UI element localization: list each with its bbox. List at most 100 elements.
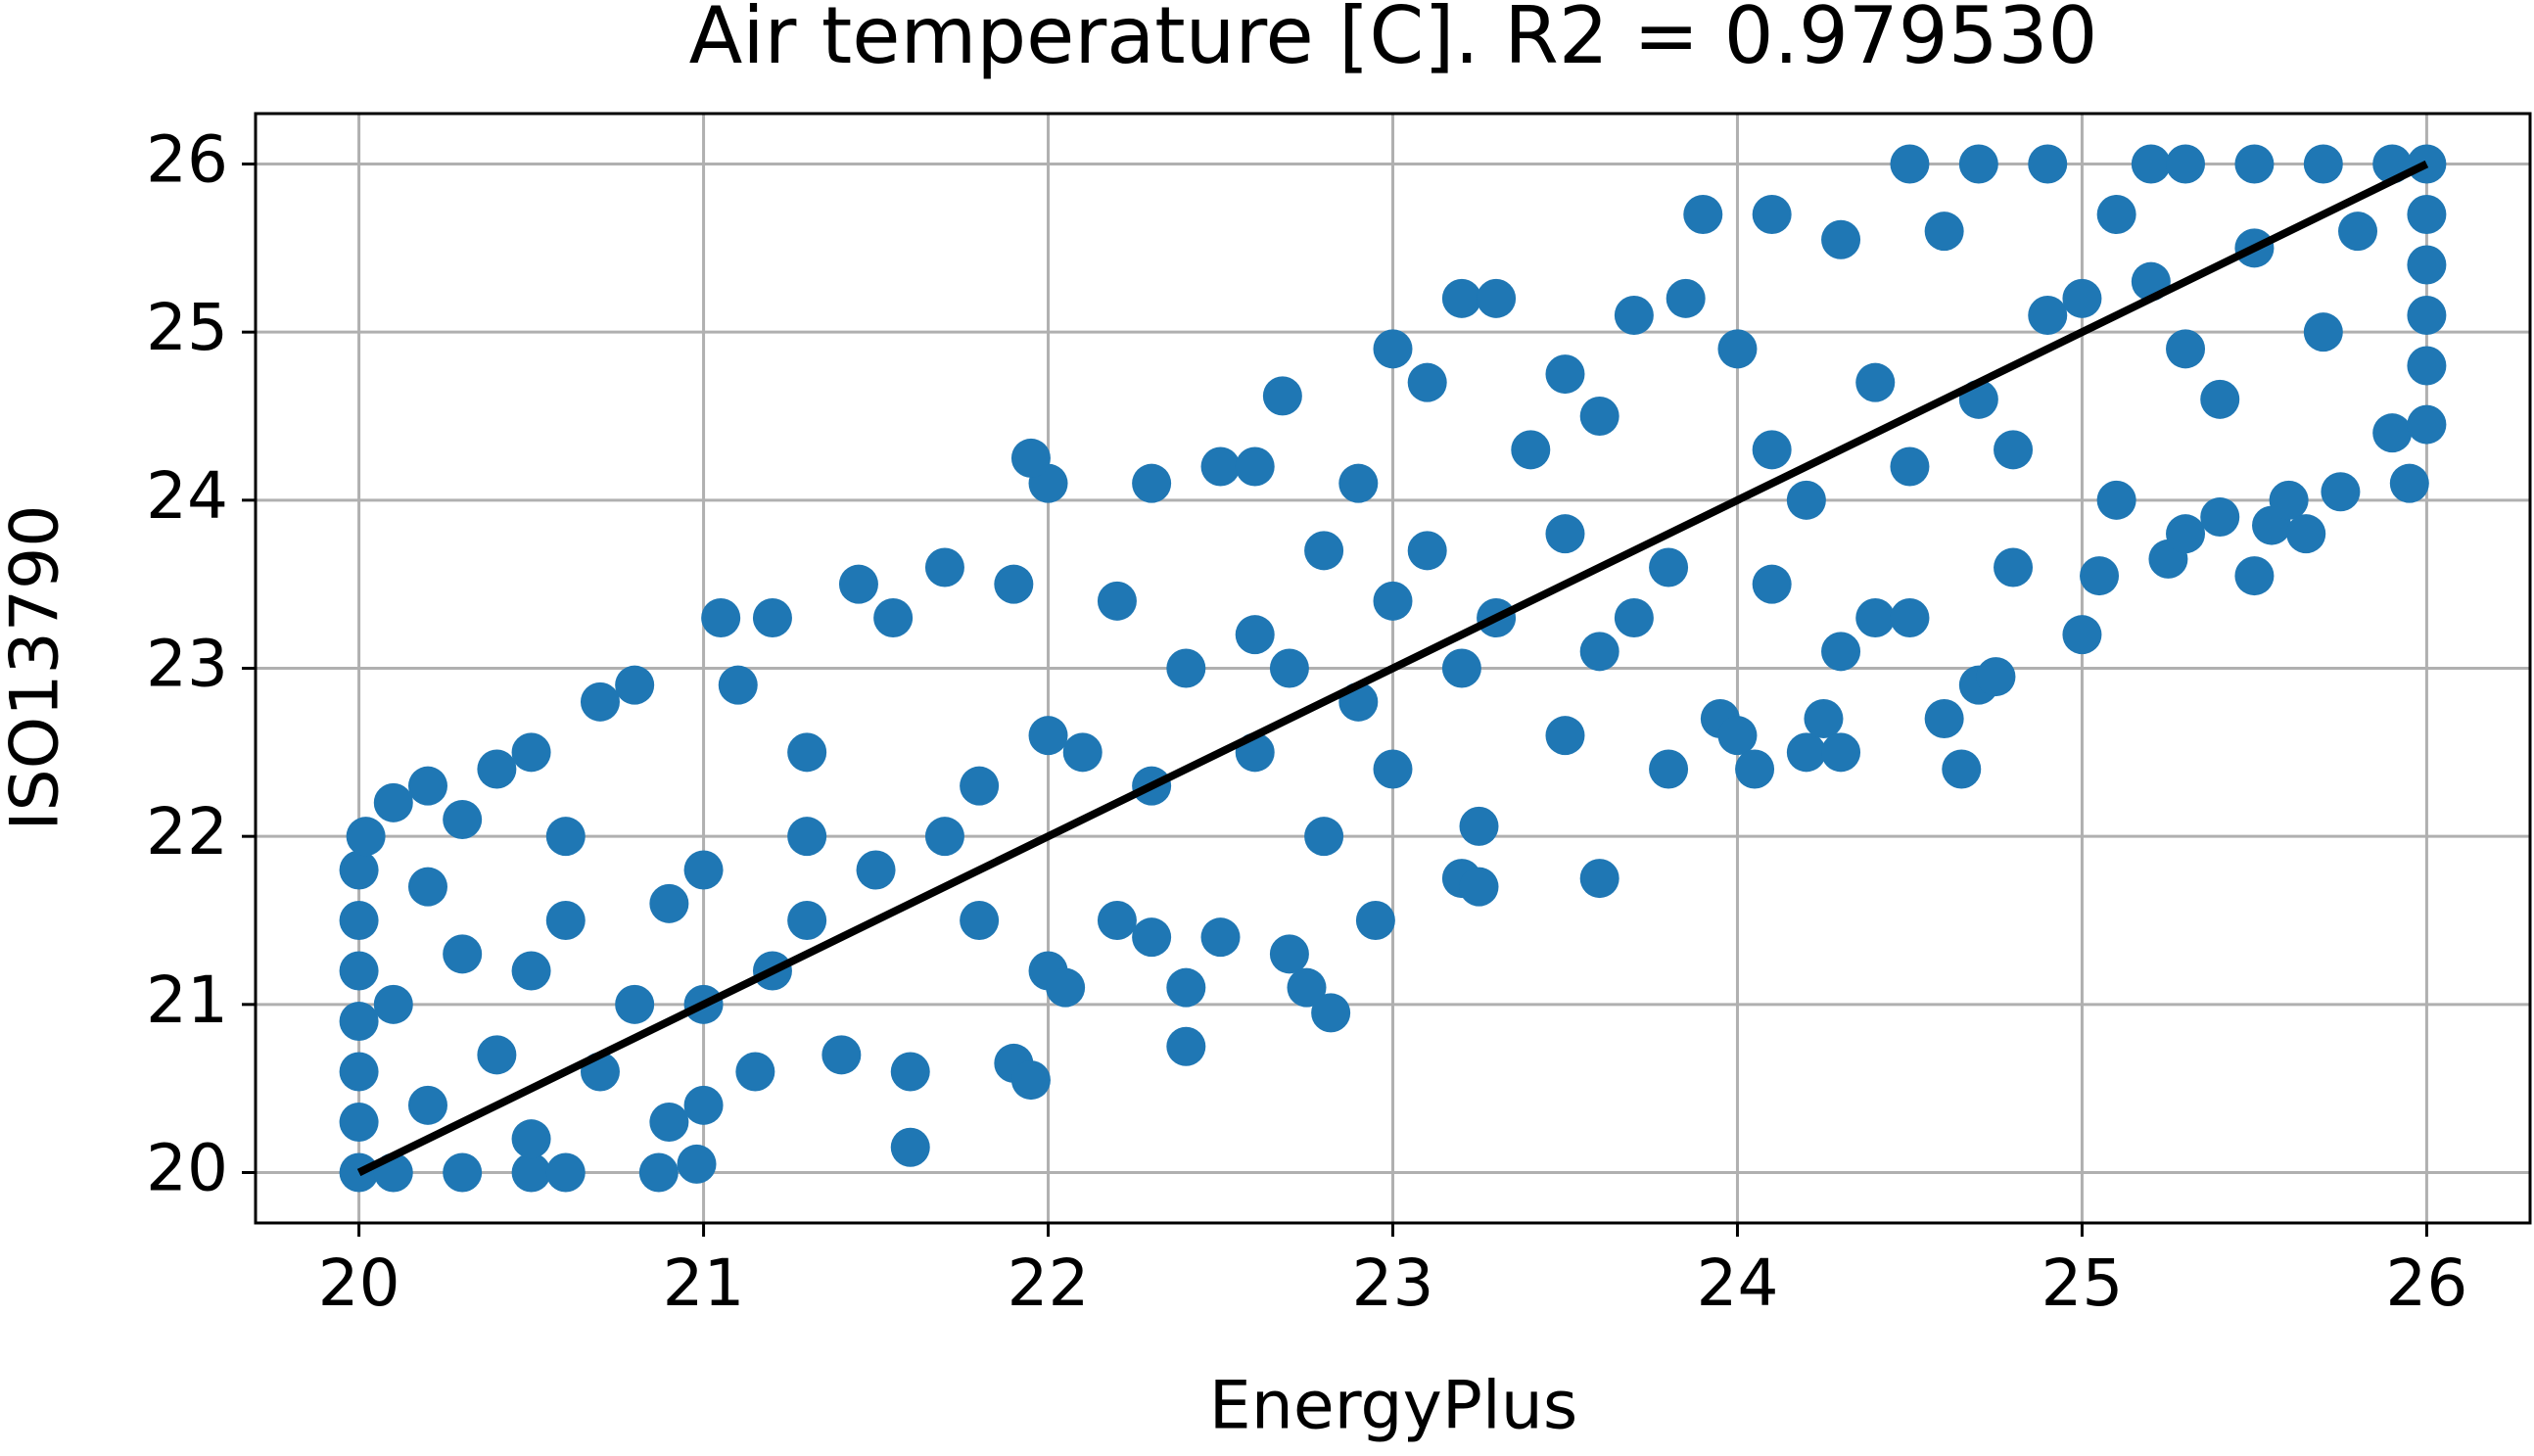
scatter-point: [1262, 376, 1302, 416]
scatter-point: [2080, 556, 2120, 596]
scatter-point: [1200, 917, 1241, 958]
y-tick-label: 24: [146, 458, 228, 534]
scatter-point: [1924, 211, 1964, 252]
scatter-point: [373, 782, 413, 822]
scatter-point: [545, 1152, 586, 1193]
scatter-point: [2407, 245, 2447, 285]
scatter-point: [1441, 278, 1481, 318]
scatter-point: [1752, 430, 1792, 470]
scatter-point: [477, 749, 517, 789]
scatter-point: [1235, 615, 1275, 655]
scatter-point: [1373, 581, 1413, 621]
scatter-point: [2028, 296, 2068, 335]
scatter-point: [1683, 195, 1723, 234]
scatter-point: [1304, 817, 1344, 857]
scatter-point: [511, 951, 551, 991]
scatter-point: [407, 1085, 447, 1125]
scatter-point: [1200, 446, 1241, 487]
y-tick-label: 20: [146, 1131, 228, 1206]
scatter-point: [1752, 195, 1792, 234]
y-tick-label: 26: [146, 122, 228, 198]
scatter-point: [1752, 564, 1792, 604]
scatter-point: [1545, 354, 1585, 395]
scatter-point: [2200, 497, 2240, 537]
scatter-point: [2407, 346, 2447, 386]
plot-frame: [254, 112, 2532, 1225]
scatter-point: [339, 850, 379, 890]
scatter-point: [2166, 514, 2206, 554]
scatter-point: [1786, 732, 1826, 773]
scatter-point: [1028, 716, 1068, 756]
scatter-point: [787, 732, 827, 773]
scatter-point: [2234, 556, 2275, 596]
scatter-point: [1821, 632, 1861, 672]
scatter-point: [1046, 967, 1086, 1008]
scatter-point: [856, 850, 896, 890]
scatter-point: [1890, 446, 1930, 487]
y-tick-label: 21: [146, 963, 228, 1038]
scatter-point: [924, 547, 964, 587]
scatter-point: [2096, 480, 2136, 520]
scatter-point: [1855, 362, 1896, 402]
scatter-point: [787, 901, 827, 940]
scatter-point: [1649, 749, 1689, 789]
scatter-point: [1235, 446, 1275, 487]
scatter-point: [838, 564, 878, 604]
scatter-point: [1441, 648, 1481, 688]
scatter-point: [701, 598, 741, 637]
scatter-point: [1355, 901, 1395, 940]
scatter-point: [1786, 480, 1826, 520]
scatter-point: [752, 598, 792, 637]
scatter-point: [649, 883, 689, 923]
scatter-point: [1166, 648, 1206, 688]
scatter-point: [1958, 144, 1998, 184]
scatter-point: [960, 766, 1000, 806]
scatter-point: [2028, 144, 2068, 184]
scatter-point: [2096, 195, 2136, 234]
scatter-point: [1579, 397, 1619, 436]
scatter-point: [649, 1103, 689, 1142]
scatter-point: [1166, 1026, 1206, 1066]
scatter-point: [1010, 438, 1051, 478]
scatter-point: [2200, 379, 2240, 419]
scatter-point: [2389, 463, 2429, 503]
scatter-point: [1821, 219, 1861, 259]
scatter-point: [2407, 195, 2447, 234]
scatter-point: [1855, 598, 1896, 637]
scatter-point: [1994, 430, 2034, 470]
scatter-point: [1097, 901, 1137, 940]
scatter-point: [1010, 1060, 1051, 1101]
scatter-point: [821, 1035, 862, 1075]
scatter-point: [2166, 329, 2206, 369]
scatter-point: [2303, 312, 2343, 352]
scatter-point: [1614, 598, 1654, 637]
scatter-point: [960, 901, 1000, 940]
scatter-point: [1459, 806, 1499, 846]
scatter-point: [1649, 547, 1689, 587]
scatter-point: [2338, 211, 2378, 252]
scatter-point: [373, 984, 413, 1024]
scatter-point: [994, 564, 1034, 604]
scatter-point: [1890, 598, 1930, 637]
scatter-point: [2407, 296, 2447, 335]
scatter-point: [1666, 278, 1706, 318]
scatter-point: [1804, 699, 1844, 738]
x-tick-label: 23: [1352, 1245, 1434, 1321]
scatter-point: [511, 732, 551, 773]
scatter-point: [407, 766, 447, 806]
scatter-point: [346, 817, 386, 857]
scatter-point: [787, 817, 827, 857]
scatter-point: [1717, 329, 1758, 369]
scatter-point: [1545, 716, 1585, 756]
scatter-point: [1097, 581, 1137, 621]
scatter-point: [735, 1052, 775, 1092]
y-tick-label: 23: [146, 627, 228, 702]
scatter-point: [443, 800, 483, 839]
scatter-point: [718, 665, 758, 705]
scatter-point: [1477, 278, 1517, 318]
fit-line: [356, 160, 2429, 1177]
scatter-point: [1994, 547, 2034, 587]
x-tick-label: 22: [1008, 1245, 1090, 1321]
scatter-point: [2407, 404, 2447, 445]
